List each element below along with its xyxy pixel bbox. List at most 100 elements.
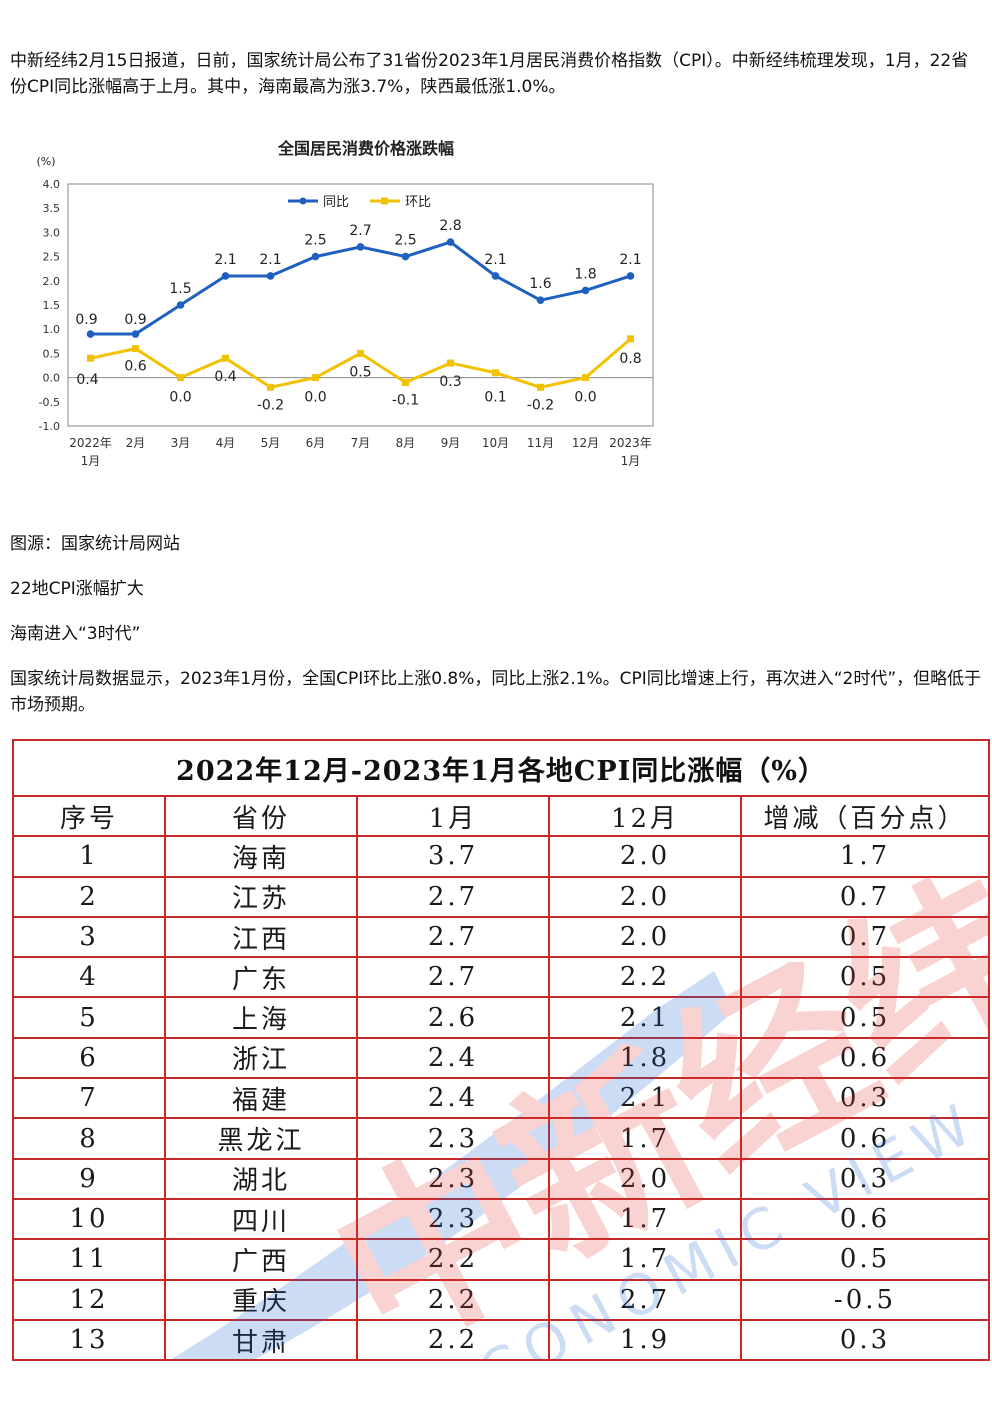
cell-province: 甘肃 [164, 1318, 358, 1359]
cell-dec: 1.7 [548, 1238, 742, 1281]
cell-index: 2 [14, 875, 166, 918]
y-tick-label: 3.5 [43, 202, 61, 215]
cell-change: 0.5 [740, 1238, 988, 1281]
mom-data-label: 0.3 [439, 374, 461, 390]
y-tick-label: -1.0 [39, 420, 60, 433]
mom-data-label: 0.4 [214, 369, 236, 385]
cell-province: 江西 [164, 915, 358, 959]
cell-province: 四川 [164, 1197, 358, 1241]
cell-province: 广西 [164, 1238, 358, 1281]
cell-dec: 1.7 [548, 1197, 742, 1241]
y-tick-label: 2.5 [43, 251, 61, 264]
y-tick-label: 0.0 [43, 372, 61, 385]
chart-title: 全国居民消费价格涨跌幅 [277, 139, 454, 158]
cell-change: 0.6 [740, 1117, 988, 1160]
cell-jan: 2.3 [356, 1197, 550, 1241]
x-tick-label: 12月 [572, 436, 599, 450]
y-tick-label: -0.5 [39, 396, 60, 409]
table-row: 11 广西 2.2 1.7 0.5 [14, 1238, 988, 1281]
mom-point [402, 378, 409, 386]
cell-province: 海南 [164, 835, 358, 878]
yoy-data-label: 0.9 [124, 312, 146, 328]
cell-index: 7 [14, 1077, 166, 1120]
data-labels: 0.9 0.9 1.5 2.1 2.1 2.5 2.7 2.5 2.8 2.1 1.6 1.8 2.1 0… [75, 218, 641, 413]
header-dec: 12月 [548, 797, 742, 838]
cell-index: 3 [14, 915, 166, 959]
table-row: 2 江苏 2.7 2.0 0.7 [14, 875, 988, 918]
table-header-row: 序号 省份 1月 12月 增减（百分点） [14, 797, 988, 838]
mom-data-label: 0.5 [349, 364, 371, 380]
table-row: 6 浙江 2.4 1.8 0.6 [14, 1036, 988, 1080]
legend-yoy: 同比 [323, 195, 349, 210]
chart-canvas: 全国居民消费价格涨跌幅 (%) 4.0 3.5 3.0 2.5 2.0 1.5 1.0 0.5… [36, 139, 654, 468]
table-row: 9 湖北 2.3 2.0 0.3 [14, 1157, 988, 1200]
x-tick-label: 2023年 1月 [609, 436, 652, 468]
x-tick-label: 10月 [482, 436, 509, 450]
cell-dec: 1.9 [548, 1318, 742, 1359]
yoy-point [221, 272, 230, 280]
cpi-table: 序号 省份 1月 12月 增减（百分点） 1 海南 3.7 2.0 1.7 2 江苏 2.7 2… [14, 797, 988, 1359]
cell-dec: 1.7 [548, 1117, 742, 1160]
mom-data-label: -0.1 [392, 392, 419, 408]
mom-point [492, 369, 499, 377]
x-tick-label: 2月 [126, 436, 146, 450]
table-row: 8 黑龙江 2.3 1.7 0.6 [14, 1117, 988, 1160]
y-tick-label: 0.5 [43, 347, 61, 360]
x-tick-label: 6月 [306, 436, 326, 450]
y-tick-label: 2.0 [43, 275, 61, 288]
mom-data-label: 0.0 [169, 390, 191, 406]
cell-jan: 2.3 [356, 1157, 550, 1200]
y-axis-unit: (%) [36, 155, 55, 168]
mom-data-label: 0.0 [574, 390, 596, 406]
cell-change: 0.5 [740, 996, 988, 1039]
cell-jan: 2.2 [356, 1238, 550, 1281]
x-tick-label: 8月 [396, 436, 416, 450]
header-jan: 1月 [356, 797, 550, 838]
mom-point [177, 374, 184, 382]
cell-index: 10 [14, 1197, 166, 1241]
cell-dec: 2.7 [548, 1278, 742, 1321]
yoy-data-label: 2.1 [619, 252, 641, 268]
mom-point [447, 359, 454, 367]
cell-province: 福建 [164, 1077, 358, 1120]
table-row: 5 上海 2.6 2.1 0.5 [14, 996, 988, 1039]
header-index: 序号 [14, 797, 166, 838]
cpi-line-chart: 全国居民消费价格涨跌幅 (%) 4.0 3.5 3.0 2.5 2.0 1.5 1.0 0.5… [28, 128, 668, 478]
mom-point [537, 383, 544, 391]
cell-change: 0.7 [740, 915, 988, 959]
section-heading-2: 海南进入“3时代” [10, 624, 141, 644]
yoy-data-label: 2.1 [259, 252, 281, 268]
cell-change: 0.6 [740, 1036, 988, 1080]
chart-legend: 同比 环比 [288, 195, 431, 210]
yoy-data-label: 1.5 [169, 281, 191, 297]
mom-point [132, 345, 139, 353]
yoy-data-label: 2.7 [349, 223, 371, 239]
x-axis: 2022年 1月 2月 3月 4月 5月 6月 7月 8月 9月 10月 11月 12月 2023年 1月 [69, 436, 652, 468]
header-province: 省份 [164, 797, 358, 838]
cell-index: 12 [14, 1278, 166, 1321]
yoy-point [626, 272, 635, 280]
yoy-data-label: 2.8 [439, 218, 461, 234]
table-title: 2022年12月-2023年1月各地CPI同比涨幅（%） [14, 741, 988, 797]
cell-dec: 2.1 [548, 1077, 742, 1120]
yoy-data-label: 0.9 [75, 312, 97, 328]
cell-index: 1 [14, 835, 166, 878]
yoy-data-label: 2.1 [484, 252, 506, 268]
yoy-point [446, 238, 455, 246]
cell-jan: 3.7 [356, 835, 550, 878]
table-row: 7 福建 2.4 2.1 0.3 [14, 1077, 988, 1120]
cell-index: 9 [14, 1157, 166, 1200]
yoy-data-label: 1.6 [529, 276, 551, 292]
cell-dec: 2.0 [548, 835, 742, 878]
mom-point [222, 354, 229, 362]
cell-dec: 2.0 [548, 1157, 742, 1200]
cell-province: 重庆 [164, 1278, 358, 1321]
x-tick-label: 7月 [351, 436, 371, 450]
yoy-data-label: 2.5 [394, 233, 416, 249]
mom-point [312, 374, 319, 382]
cell-change: -0.5 [740, 1278, 988, 1321]
yoy-point [536, 296, 545, 304]
series-layer [86, 238, 635, 391]
yoy-point [86, 330, 95, 338]
table-row: 4 广东 2.7 2.2 0.5 [14, 956, 988, 999]
